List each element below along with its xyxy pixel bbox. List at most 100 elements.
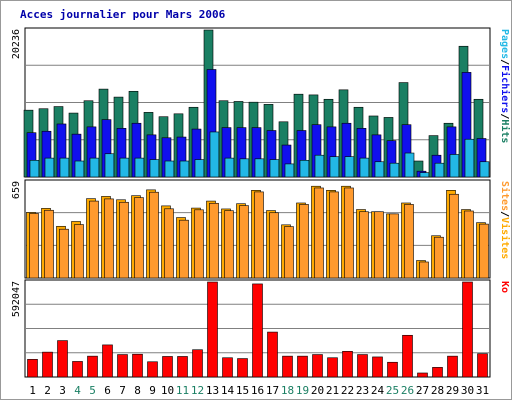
bar-ko-day-20 [312,354,323,378]
ymax-label: 592047 [11,281,22,317]
day-label-5: 5 [89,384,96,397]
bar-pages-day-27 [419,172,430,178]
bar-sites-day-25 [389,213,399,279]
legend-bottom: Ko [499,281,510,293]
day-label-2: 2 [44,384,51,397]
bar-pages-day-6 [104,153,115,178]
bar-sites-day-26 [404,204,414,279]
legend-entry-ko: Ko [499,281,510,293]
bar-pages-day-8 [134,157,145,178]
day-label-20: 20 [311,384,324,397]
legend-separator: / [499,59,510,65]
bar-sites-day-20 [314,187,324,279]
bar-pages-day-13 [209,131,220,178]
bar-sites-day-27 [419,261,429,279]
bar-ko-day-16 [252,283,263,378]
bar-sites-day-1 [29,213,39,279]
day-labels-group: 1 2 3 4 5 6 7 8 9 10 11 12 13 14 15 16 17 18 19 20 21 22 23 24 2… [29,384,489,397]
bar-sites-day-6 [104,198,114,279]
bar-sites-day-4 [74,224,84,279]
bar-pages-day-9 [149,159,160,178]
legend-entry-visites: Visites [499,217,511,259]
day-label-26: 26 [401,384,414,397]
bar-pages-day-12 [194,159,205,178]
bar-ko-day-1 [27,359,38,378]
bar-pages-day-14 [224,157,235,178]
bar-ko-day-11 [177,356,188,378]
bar-ko-day-21 [327,357,338,378]
bar-pages-day-23 [359,157,370,178]
bar-sites-day-28 [434,236,444,279]
legend-entry-sites: Sites [499,181,511,211]
bar-sites-day-8 [134,197,144,279]
bar-pages-day-17 [269,159,280,178]
bar-ko-day-15 [237,358,248,378]
day-label-11: 11 [176,384,189,397]
bar-ko-day-24 [372,356,383,378]
bar-ko-day-19 [297,355,308,378]
bar-ko-day-6 [102,344,113,378]
day-label-17: 17 [266,384,279,397]
bar-sites-day-14 [224,210,234,279]
bar-ko-day-10 [162,356,173,378]
bar-pages-day-10 [164,160,175,178]
panel-top: 20236 Pages/Fichiers/Hits [11,27,511,178]
bar-sites-day-10 [164,208,174,279]
bar-pages-day-31 [479,161,490,178]
bar-ko-day-29 [447,355,458,378]
bar-pages-day-16 [254,158,265,178]
day-label-24: 24 [371,384,385,397]
bar-ko-day-31 [477,353,488,378]
bar-pages-day-28 [434,162,445,178]
legend-separator: / [499,211,510,217]
day-label-3: 3 [59,384,66,397]
bar-ko-day-30 [462,281,473,378]
bar-sites-day-15 [239,205,249,279]
panel-middle: 659 Sites/Visites [11,179,511,279]
day-label-28: 28 [431,384,444,397]
day-label-29: 29 [446,384,459,397]
bar-pages-day-26 [404,152,415,178]
day-label-7: 7 [119,384,126,397]
panel-bottom: 592047 Ko [11,279,510,378]
day-label-16: 16 [251,384,264,397]
ymax-label: 20236 [11,29,22,59]
bar-sites-day-17 [269,212,279,279]
bar-pages-day-25 [389,162,400,178]
bar-ko-day-5 [87,355,98,378]
legend-entry-fichiers: Fichiers [499,65,511,113]
bar-pages-day-7 [119,157,130,178]
bar-pages-day-15 [239,158,250,178]
day-label-1: 1 [29,384,36,397]
bar-ko-day-23 [357,354,368,378]
bar-ko-day-13 [207,281,218,378]
day-label-21: 21 [326,384,339,397]
bar-pages-day-18 [284,163,295,178]
bar-pages-day-19 [299,159,310,178]
day-label-9: 9 [149,384,156,397]
bar-ko-day-22 [342,351,353,378]
legend-top: Pages/Fichiers/Hits [499,29,511,143]
bar-ko-day-26 [402,334,413,378]
day-label-25: 25 [386,384,399,397]
bar-sites-day-22 [344,187,354,279]
legend-entry-hits: Hits [499,119,511,143]
bar-sites-day-9 [149,191,159,279]
chart-title: Acces journalier pour Mars 2006 [20,8,226,21]
day-label-23: 23 [356,384,369,397]
bar-pages-day-1 [29,159,40,178]
bar-sites-day-31 [479,223,489,279]
day-label-12: 12 [191,384,204,397]
bar-sites-day-11 [179,219,189,279]
bar-pages-day-29 [449,154,460,178]
day-label-4: 4 [74,384,81,397]
bar-sites-day-30 [464,210,474,279]
bar-sites-day-24 [374,211,384,279]
bar-ko-day-4 [72,361,83,378]
day-label-10: 10 [161,384,174,397]
bar-pages-day-24 [374,161,385,178]
bar-ko-day-27 [417,372,428,378]
